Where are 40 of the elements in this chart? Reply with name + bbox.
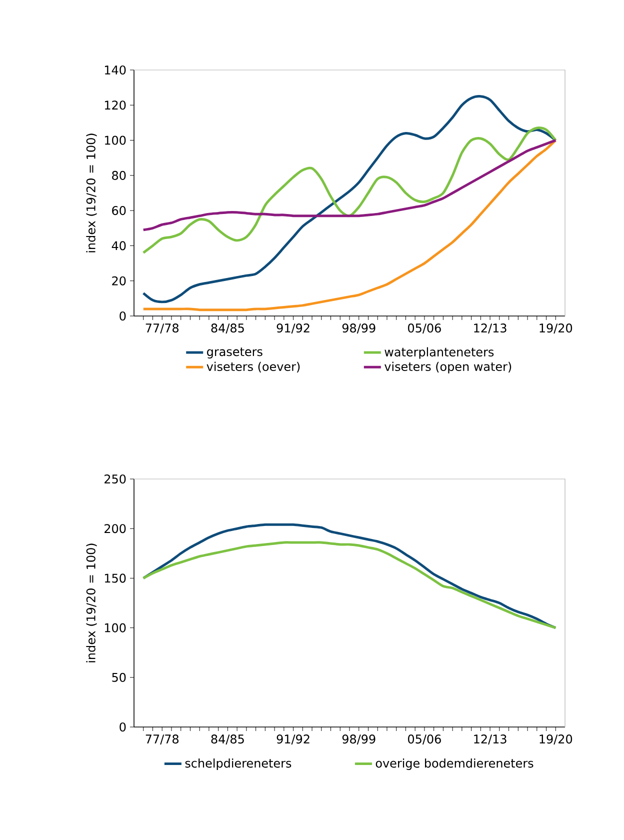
x-tick-label: 91/92 <box>276 324 310 334</box>
x-tick-label: 77/78 <box>146 324 179 334</box>
y-tick-label: 80 <box>112 170 126 180</box>
y-tick-label: 50 <box>112 672 126 682</box>
y-tick-label: 120 <box>104 100 126 110</box>
line-series <box>142 541 557 630</box>
x-tick-label: 84/85 <box>211 734 244 744</box>
x-tick-label: 19/20 <box>540 734 572 744</box>
line-series <box>142 139 557 312</box>
y-tick-label: 250 <box>104 474 126 484</box>
legend-label: waterplanteneters <box>384 347 494 359</box>
x-tick-label: 19/20 <box>540 324 572 334</box>
x-tick-label: 12/13 <box>474 734 506 744</box>
y-tick-label: 60 <box>112 206 126 216</box>
y-tick-label: 200 <box>104 524 126 534</box>
y-tick-label: 20 <box>112 276 126 286</box>
y-axis-title: index (19/20 = 100) <box>86 134 97 252</box>
x-tick-label: 91/92 <box>276 734 310 744</box>
y-tick-label: 100 <box>104 623 126 632</box>
y-tick-label: 140 <box>104 65 126 75</box>
y-tick-label: 100 <box>104 136 126 145</box>
y-tick-label: 40 <box>112 241 126 250</box>
y-axis-title: index (19/20 = 100) <box>86 544 97 662</box>
y-tick-label: 0 <box>120 722 126 732</box>
legend-label: viseters (open water) <box>384 362 512 374</box>
x-tick-label: 05/06 <box>408 324 441 334</box>
line-series <box>142 139 557 232</box>
x-tick-label: 98/99 <box>342 734 376 744</box>
y-tick-label: 0 <box>120 311 126 321</box>
x-tick-label: 98/99 <box>342 324 376 334</box>
y-tick-label: 150 <box>104 574 126 583</box>
x-tick-label: 12/13 <box>474 324 506 334</box>
legend-label: viseters (oever) <box>206 362 300 372</box>
legend-label: graseters <box>207 348 262 358</box>
legend-label: schelpdiereneters <box>185 758 292 770</box>
x-tick-label: 84/85 <box>211 324 244 334</box>
legend-label: overige bodemdiereneters <box>376 758 534 770</box>
x-tick-label: 77/78 <box>146 734 179 744</box>
x-tick-label: 05/06 <box>408 734 441 744</box>
line-series <box>142 126 557 254</box>
